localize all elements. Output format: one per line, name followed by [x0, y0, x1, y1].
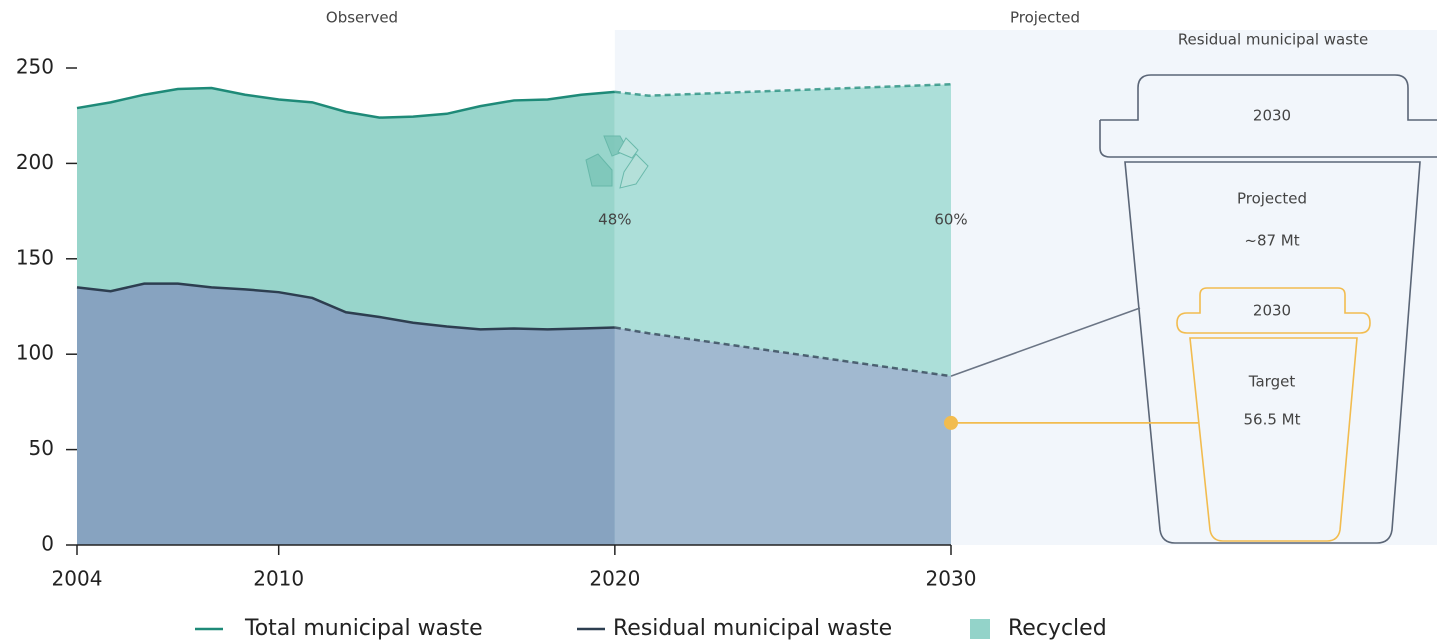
y-tick-label: 100 — [16, 341, 54, 365]
bin-amount: 56.5 Mt — [1244, 411, 1301, 429]
area — [77, 283, 615, 545]
legend-label: Recycled — [1008, 616, 1107, 641]
bins — [1099, 74, 1437, 544]
big-bin-lid — [1099, 74, 1437, 158]
bin-year: 2030 — [1253, 107, 1291, 125]
bin-label: Target — [1248, 373, 1296, 391]
legend-label: Residual municipal waste — [613, 616, 892, 641]
bins-title: Residual municipal waste — [1178, 31, 1368, 49]
series-line — [614, 326, 952, 378]
series-line — [76, 282, 615, 331]
plot-layer — [77, 84, 951, 545]
y-tick-label: 250 — [16, 55, 54, 79]
recycling-rate: 60% — [934, 211, 967, 229]
small-bin-body — [1189, 337, 1358, 542]
x-tick-label: 2010 — [253, 567, 304, 591]
small-bin-lid — [1176, 287, 1371, 334]
recycling-rate: 48% — [598, 211, 631, 229]
series-line — [76, 86, 615, 119]
bin-year: 2030 — [1253, 302, 1291, 320]
series-line — [614, 82, 952, 97]
x-tick-label: 2020 — [589, 567, 640, 591]
target-point — [944, 415, 958, 430]
foreground-layer: 48% 60% 0 50 100 150 200 250 2004 2010 2020 2030 Tot… — [16, 55, 1198, 641]
period-label: Projected — [1010, 9, 1080, 27]
area — [614, 327, 951, 545]
recycle-icon — [585, 135, 649, 189]
bin-amount: ~87 Mt — [1244, 232, 1299, 250]
y-tick-label: 200 — [16, 150, 54, 174]
big-bin-body — [1124, 161, 1421, 544]
icon-part — [585, 153, 613, 187]
legend-label: Total municipal waste — [244, 616, 483, 641]
legend-swatch — [970, 619, 990, 639]
y-tick-label: 50 — [29, 436, 54, 460]
y-tick-label: 0 — [41, 532, 54, 556]
x-tick-label: 2030 — [926, 567, 977, 591]
period-label: Observed — [326, 9, 398, 27]
x-tick-label: 2004 — [52, 567, 103, 591]
bin-label: Projected — [1237, 190, 1307, 208]
connector — [950, 307, 1141, 377]
icon-part — [619, 153, 649, 189]
icon-part — [617, 137, 639, 159]
y-tick-label: 150 — [16, 245, 54, 269]
